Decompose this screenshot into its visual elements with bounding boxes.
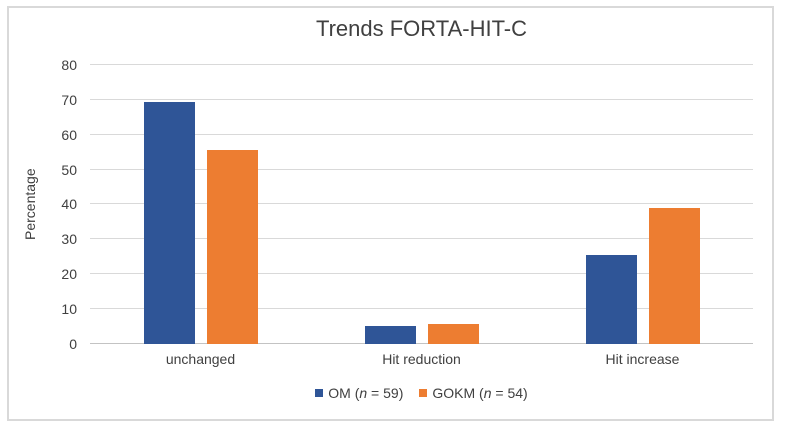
- legend-item-om: OM (n = 59): [315, 385, 403, 401]
- legend-item-gokm: GOKM (n = 54): [419, 385, 528, 401]
- bar-gokm-hit-increase: [648, 208, 700, 344]
- bar-gokm-hit-reduction: [427, 324, 479, 344]
- legend-label: GOKM (n = 54): [432, 385, 528, 401]
- legend-swatch-om: [315, 389, 324, 397]
- bar-om-unchanged: [143, 101, 195, 344]
- legend-swatch-gokm: [419, 389, 428, 397]
- x-axis-category-labels: unchanged Hit reduction Hit increase: [90, 351, 753, 367]
- bar-group-hit-increase: [532, 65, 753, 344]
- y-tick-label: 50: [61, 162, 77, 178]
- y-tick-label: 70: [61, 92, 77, 108]
- x-axis-line: [90, 343, 753, 344]
- bar-group-hit-reduction: [311, 65, 532, 344]
- bar-gokm-unchanged: [206, 150, 258, 344]
- bar-group-unchanged: [90, 65, 311, 344]
- gridline: [90, 203, 753, 204]
- gridline: [90, 99, 753, 100]
- chart-title: Trends FORTA-HIT-C: [315, 16, 528, 41]
- gridline: [90, 64, 753, 65]
- y-tick-label: 30: [61, 231, 77, 247]
- y-tick-label: 0: [69, 336, 77, 352]
- x-category-label: Hit increase: [605, 351, 680, 367]
- bars-layer: [90, 65, 753, 344]
- y-tick-label: 40: [61, 196, 77, 212]
- gridline: [90, 134, 753, 135]
- y-tick-label: 10: [61, 301, 77, 317]
- gridline: [90, 238, 753, 239]
- y-tick-label: 60: [61, 127, 77, 143]
- legend-label: OM (n = 59): [328, 385, 404, 401]
- chart-frame: [7, 6, 774, 421]
- bar-om-hit-increase: [585, 255, 637, 344]
- y-tick-label: 80: [61, 57, 77, 73]
- legend: OM (n = 59) GOKM (n = 54): [90, 385, 753, 401]
- gridline: [90, 308, 753, 309]
- x-category-label: Hit reduction: [382, 351, 461, 367]
- y-tick-label: 20: [61, 266, 77, 282]
- plot-area: 0 10 20 30 40 50 60 70 80: [61, 57, 753, 352]
- gridline: [90, 273, 753, 274]
- gridline: [90, 169, 753, 170]
- y-axis-title: Percentage: [22, 168, 38, 241]
- x-category-label: unchanged: [165, 351, 236, 367]
- bar-om-hit-reduction: [364, 326, 416, 344]
